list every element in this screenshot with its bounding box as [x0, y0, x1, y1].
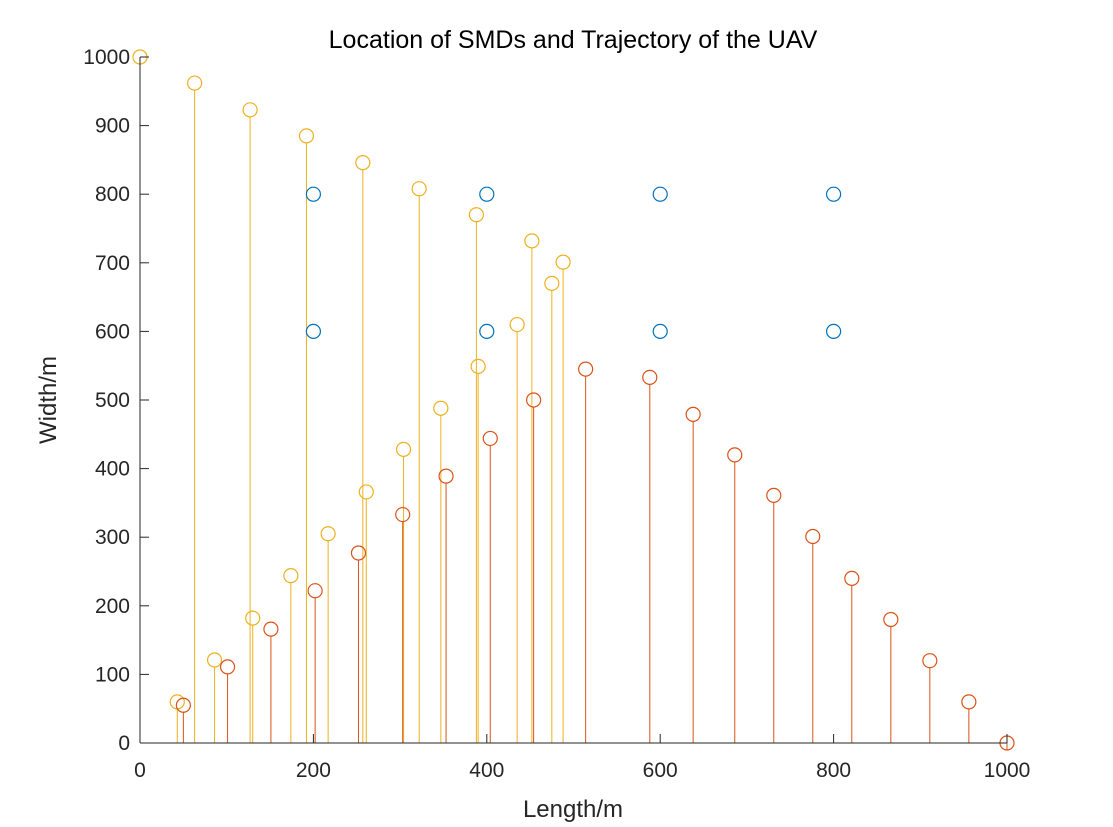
x-tick-label: 1000 — [984, 759, 1031, 782]
data-point — [350, 545, 367, 561]
data-point — [305, 186, 321, 202]
y-tick-label: 100 — [95, 663, 130, 686]
data-point — [652, 323, 668, 339]
data-point — [470, 358, 486, 374]
x-axis-label: Length/m — [523, 796, 623, 823]
data-point — [883, 611, 899, 628]
data-point — [825, 323, 842, 339]
data-point — [922, 653, 938, 669]
x-tick-label: 0 — [134, 759, 146, 782]
data-point — [206, 652, 223, 668]
axes: 0 200 400 600 800 1000 0 100 200 300 400 500 600 700 8… — [83, 46, 1030, 782]
data-point — [219, 659, 236, 675]
x-tick-label: 400 — [469, 759, 504, 782]
y-tick-label: 600 — [95, 320, 130, 343]
y-tick-label: 200 — [95, 595, 130, 618]
data-point — [544, 275, 560, 291]
data-point — [395, 506, 411, 523]
data-point — [298, 128, 315, 144]
y-tick-label: 1000 — [83, 46, 130, 69]
data-point — [844, 570, 860, 586]
y-tick-label: 700 — [95, 252, 130, 275]
data-point — [555, 254, 571, 270]
x-tick-label: 200 — [296, 759, 331, 782]
data-point — [358, 484, 374, 500]
data-point — [263, 621, 279, 637]
y-axis-label: Width/m — [35, 356, 62, 444]
data-point — [479, 323, 495, 339]
data-point — [509, 316, 525, 333]
data-point — [433, 400, 449, 416]
y-tick-label: 900 — [95, 115, 130, 138]
data-point — [411, 181, 427, 197]
data-point — [187, 75, 203, 91]
x-tick-label: 600 — [643, 759, 678, 782]
data-point — [642, 369, 658, 385]
data-point — [175, 697, 191, 713]
data-point — [961, 694, 977, 710]
data-point — [438, 468, 454, 484]
data-point — [825, 186, 842, 202]
y-tick-label: 800 — [95, 183, 130, 206]
data-point — [479, 186, 495, 202]
data-point — [727, 447, 743, 463]
y-tick-label: 500 — [95, 389, 130, 412]
data-point — [307, 583, 323, 599]
y-tick-label: 400 — [95, 458, 130, 481]
data-point — [526, 392, 542, 408]
stem-lines — [139, 64, 1008, 750]
data-point — [578, 361, 594, 377]
data-point — [524, 233, 540, 249]
y-tick-label: 0 — [118, 732, 130, 755]
data-point — [245, 610, 261, 626]
data-point — [685, 406, 701, 423]
chart-title: Location of SMDs and Trajectory of the U… — [329, 26, 818, 54]
data-point — [468, 207, 484, 223]
plot-background — [140, 57, 1007, 743]
y-tick-label: 300 — [95, 526, 130, 549]
data-point — [355, 155, 371, 171]
data-point — [283, 568, 299, 584]
data-point — [305, 323, 321, 339]
data-point — [652, 186, 668, 202]
data-point — [482, 430, 498, 447]
data-point — [805, 528, 821, 545]
data-markers — [132, 49, 1015, 751]
data-point — [766, 487, 782, 503]
x-tick-label: 800 — [816, 759, 851, 782]
data-point — [395, 441, 412, 457]
data-point — [320, 526, 336, 542]
data-point — [242, 102, 258, 118]
